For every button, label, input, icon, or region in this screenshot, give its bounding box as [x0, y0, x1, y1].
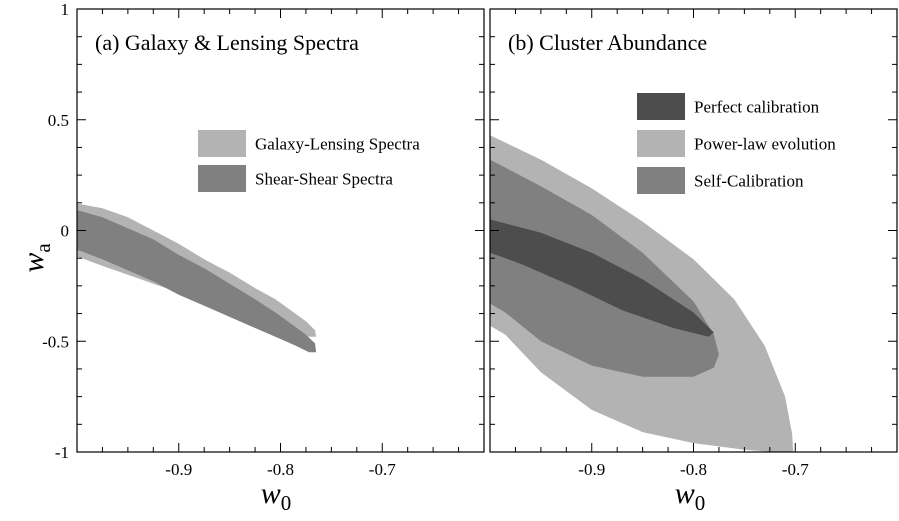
legend-label: Self-Calibration — [694, 172, 804, 191]
panel-b-contours — [490, 135, 794, 452]
panel-a-ticks: -0.9 -0.8 -0.7 1 0.5 0 -0.5 -1 — [42, 0, 485, 479]
x-tick-label: -0.9 — [165, 460, 192, 479]
y-tick-label: -0.5 — [42, 332, 69, 351]
x-tick-label: -0.7 — [782, 460, 809, 479]
panel-b-xlabel: w0 — [675, 477, 706, 515]
legend-swatch — [198, 130, 246, 157]
contour-perfect-calibration — [490, 219, 714, 337]
panel-a-contours — [77, 203, 317, 353]
legend-label: Power-law evolution — [694, 135, 836, 154]
legend-label: Perfect calibration — [694, 98, 820, 117]
legend-swatch — [637, 93, 685, 120]
panel-a-title: (a) Galaxy & Lensing Spectra — [95, 30, 359, 55]
panel-cluster-abundance: -0.9 -0.8 -0.7 (b) Cluster Abundance Perfe… — [489, 8, 898, 515]
y-tick-label: -1 — [55, 443, 69, 462]
x-tick-label: -0.8 — [680, 460, 707, 479]
legend-label: Galaxy-Lensing Spectra — [255, 135, 420, 154]
legend-swatch — [198, 165, 246, 192]
panel-galaxy-lensing: -0.9 -0.8 -0.7 1 0.5 0 -0.5 -1 (a) Galaxy & Len… — [17, 0, 485, 515]
panel-a-legend: Galaxy-Lensing Spectra Shear-Shear Spectr… — [198, 130, 420, 192]
x-tick-label: -0.9 — [578, 460, 605, 479]
y-tick-label: 0 — [61, 222, 70, 241]
y-tick-label: 1 — [61, 0, 70, 19]
contour-shear-shear-spectra — [77, 210, 317, 353]
x-tick-label: -0.8 — [267, 460, 294, 479]
x-tick-label: -0.7 — [369, 460, 396, 479]
panel-b-legend: Perfect calibration Power-law evolution Se… — [637, 93, 836, 194]
panel-b-title: (b) Cluster Abundance — [508, 30, 707, 55]
legend-label: Shear-Shear Spectra — [255, 170, 393, 189]
panel-a-ylabel: wa — [17, 243, 55, 273]
panel-a-xlabel: w0 — [261, 477, 292, 515]
panel-b-ticks: -0.9 -0.8 -0.7 — [489, 8, 898, 479]
legend-swatch — [637, 167, 685, 194]
y-tick-label: 0.5 — [48, 111, 69, 130]
legend-swatch — [637, 130, 685, 157]
